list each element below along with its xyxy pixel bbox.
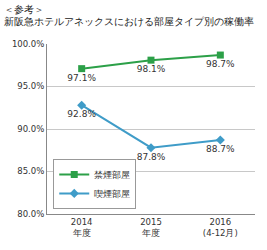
svg-text:禁煙部屋: 禁煙部屋 xyxy=(94,170,130,180)
svg-text:97.1%: 97.1% xyxy=(67,73,96,83)
svg-text:87.8%: 87.8% xyxy=(137,152,166,162)
svg-text:95.0%: 95.0% xyxy=(17,81,44,91)
svg-text:2016(4-12月): 2016(4-12月) xyxy=(203,217,238,238)
svg-text:2015年度: 2015年度 xyxy=(140,217,162,238)
svg-text:98.1%: 98.1% xyxy=(137,64,166,74)
svg-text:80.0%: 80.0% xyxy=(17,209,44,219)
svg-text:85.0%: 85.0% xyxy=(17,166,44,176)
svg-text:＜参考＞新阪急ホテルアネックスにおける部屋タイプ別の稼働率: ＜参考＞新阪急ホテルアネックスにおける部屋タイプ別の稼働率 xyxy=(4,4,254,27)
svg-text:92.8%: 92.8% xyxy=(67,109,96,119)
svg-text:喫煙部屋: 喫煙部屋 xyxy=(94,189,130,199)
svg-text:2014年度: 2014年度 xyxy=(71,217,93,238)
svg-text:100.0%: 100.0% xyxy=(12,39,44,49)
svg-text:98.7%: 98.7% xyxy=(206,59,235,69)
svg-text:88.7%: 88.7% xyxy=(206,144,235,154)
svg-text:90.0%: 90.0% xyxy=(17,124,44,134)
